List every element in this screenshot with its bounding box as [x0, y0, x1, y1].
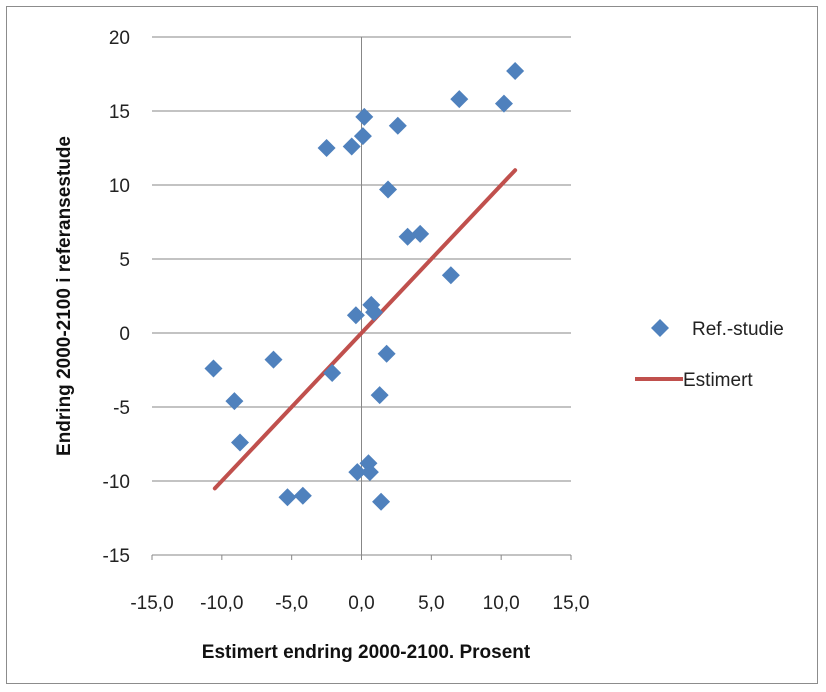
x-axis-title: Estimert endring 2000-2100. Prosent [202, 642, 531, 663]
data-point [355, 107, 374, 126]
series-points [204, 62, 525, 511]
x-tick-label: -5,0 [275, 593, 308, 614]
y-tick-label: -10 [103, 472, 130, 493]
data-point [346, 306, 365, 325]
x-tick-label: 15,0 [553, 593, 590, 614]
y-axis-title: Endring 2000-2100 i referansestude [54, 136, 75, 456]
data-point [372, 492, 391, 511]
data-point [342, 137, 361, 156]
x-tick-label: 0,0 [348, 593, 374, 614]
chart-frame [6, 6, 818, 684]
y-tick-label: -15 [103, 546, 130, 567]
x-tick-label: -15,0 [130, 593, 173, 614]
data-point [494, 94, 513, 113]
y-tick-label: 5 [119, 250, 130, 271]
data-point [348, 463, 367, 482]
x-tick-labels: -15,0 -10,0 -5,0 0,0 5,0 10,0 15,0 [130, 593, 589, 614]
x-tick-label: 10,0 [483, 593, 520, 614]
y-tick-label: 20 [109, 28, 130, 49]
series-line-estimert [212, 168, 518, 491]
legend-label-estimert: Estimert [683, 370, 753, 391]
data-point [377, 344, 396, 363]
y-tick-labels: -15 -10 -5 0 5 10 15 20 [103, 28, 130, 567]
legend-label-ref-studie: Ref.-studie [692, 319, 784, 340]
data-point [230, 433, 249, 452]
legend: Ref.-studie Estimert [635, 319, 784, 391]
data-point [365, 303, 384, 322]
y-tick-label: 10 [109, 176, 130, 197]
data-point [204, 359, 223, 378]
y-tick-label: 0 [119, 324, 130, 345]
data-point [441, 266, 460, 285]
data-point [353, 127, 372, 146]
data-point [379, 180, 398, 199]
data-point [360, 463, 379, 482]
data-point [225, 392, 244, 411]
x-tick-label: 5,0 [418, 593, 444, 614]
data-point [293, 486, 312, 505]
data-point [506, 62, 525, 81]
data-point [323, 363, 342, 382]
series-lines [212, 168, 518, 491]
legend-marker-ref-studie [651, 319, 669, 337]
data-point [264, 350, 283, 369]
x-tick-label: -10,0 [200, 593, 243, 614]
data-point [411, 224, 430, 243]
data-point [398, 227, 417, 246]
data-point [278, 488, 297, 507]
y-tick-label: -5 [113, 398, 130, 419]
data-point [370, 386, 389, 405]
data-point [317, 139, 336, 157]
data-point [450, 90, 469, 109]
y-tick-label: 15 [109, 102, 130, 123]
data-point [388, 116, 407, 135]
